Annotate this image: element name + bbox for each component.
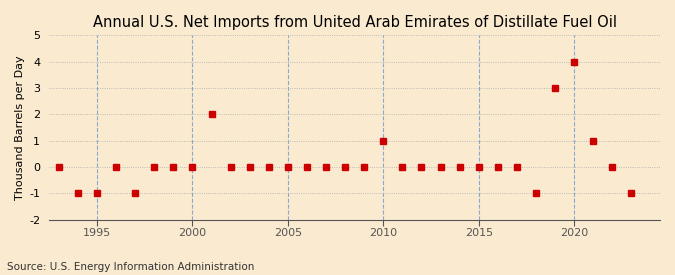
- Y-axis label: Thousand Barrels per Day: Thousand Barrels per Day: [15, 55, 25, 200]
- Text: Source: U.S. Energy Information Administration: Source: U.S. Energy Information Administ…: [7, 262, 254, 272]
- Title: Annual U.S. Net Imports from United Arab Emirates of Distillate Fuel Oil: Annual U.S. Net Imports from United Arab…: [92, 15, 617, 30]
